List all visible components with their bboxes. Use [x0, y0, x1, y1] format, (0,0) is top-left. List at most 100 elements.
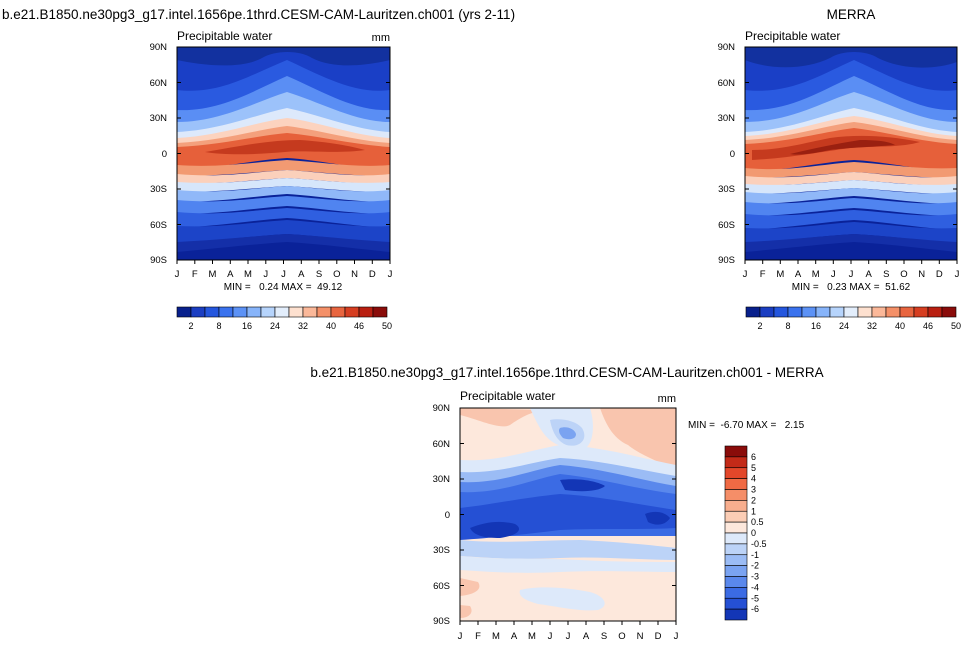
- panel-variable-label: Precipitable water: [745, 29, 840, 43]
- colorbar-label: 6: [751, 452, 756, 462]
- colorbar-label: 32: [298, 321, 308, 331]
- x-tick-label: A: [298, 269, 305, 280]
- y-tick-label: 90S: [150, 255, 167, 266]
- colorbar-label: 1: [751, 506, 756, 516]
- y-tick-label: 30N: [150, 113, 168, 124]
- panel-units-label: mm: [372, 32, 390, 44]
- colorbar-swatch: [843, 306, 859, 318]
- colorbar-swatch: [358, 306, 374, 318]
- panel-difference: b.e21.B1850.ne30pg3_g17.intel.1656pe.1th…: [310, 365, 823, 642]
- y-tick-label: 60S: [718, 220, 735, 231]
- colorbar-label: 16: [242, 321, 252, 331]
- y-tick-label: 60N: [433, 439, 451, 450]
- colorbar-swatch: [899, 306, 915, 318]
- heatmap-field: [745, 47, 957, 260]
- colorbar-swatch: [724, 576, 748, 588]
- x-tick-label: J: [743, 269, 748, 280]
- x-tick-label: F: [192, 269, 198, 280]
- x-tick-label: J: [175, 269, 180, 280]
- colorbar-swatch: [232, 306, 248, 318]
- x-tick-label: D: [369, 269, 376, 280]
- colorbar-swatch: [260, 306, 276, 318]
- x-tick-label: A: [583, 631, 590, 642]
- heatmap-field: [460, 408, 676, 621]
- x-tick-label: F: [475, 631, 481, 642]
- x-tick-label: J: [849, 269, 854, 280]
- x-tick-label: N: [637, 631, 644, 642]
- panel-units-label: mm: [658, 393, 676, 405]
- x-tick-label: J: [263, 269, 268, 280]
- x-tick-label: M: [776, 269, 784, 280]
- colorbar-label: 8: [785, 321, 790, 331]
- y-axis: 90N 60N 30N 0 30S 60S 90S: [433, 403, 676, 627]
- colorbar-label: -6: [751, 604, 759, 614]
- x-tick-label: J: [388, 269, 393, 280]
- y-tick-label: 30S: [718, 184, 735, 195]
- heatmap-field: [177, 47, 390, 260]
- colorbar-swatch: [288, 306, 304, 318]
- panel-merra: MERRA Precipitable water: [718, 7, 961, 331]
- colorbar-swatch: [724, 587, 748, 599]
- colorbar-label: -3: [751, 572, 759, 582]
- colorbar-swatch: [871, 306, 887, 318]
- colorbar-swatch: [724, 456, 748, 469]
- colorbar-label: -0.5: [751, 539, 767, 549]
- colorbar-label: -2: [751, 561, 759, 571]
- colorbar-swatch: [246, 306, 262, 318]
- x-tick-label: M: [492, 631, 500, 642]
- colorbar-label: 50: [951, 321, 961, 331]
- x-tick-label: S: [316, 269, 322, 280]
- x-tick-label: D: [655, 631, 662, 642]
- x-tick-label: M: [209, 269, 217, 280]
- colorbar: 2 8 16 24 32 40 46 50: [176, 306, 392, 331]
- colorbar-swatch: [330, 306, 346, 318]
- colorbar-swatch: [724, 554, 748, 566]
- colorbar-label: 32: [867, 321, 877, 331]
- colorbar-swatch: [344, 306, 360, 318]
- colorbar-label: 2: [757, 321, 762, 331]
- colorbar-label: 5: [751, 463, 756, 473]
- panel-title: b.e21.B1850.ne30pg3_g17.intel.1656pe.1th…: [310, 365, 823, 380]
- y-tick-label: 60S: [150, 220, 167, 231]
- x-tick-label: O: [900, 269, 907, 280]
- colorbar-swatch: [724, 489, 748, 501]
- colorbar-swatch: [759, 306, 775, 318]
- x-tick-label: A: [227, 269, 234, 280]
- min-max-stats: MIN = 0.23 MAX = 51.62: [792, 282, 911, 293]
- colorbar-swatch: [724, 467, 748, 479]
- x-tick-label: D: [936, 269, 943, 280]
- colorbar-swatch: [815, 306, 831, 318]
- panel-title: MERRA: [827, 7, 876, 22]
- y-tick-label: 0: [445, 510, 450, 521]
- y-tick-label: 90N: [150, 42, 168, 53]
- min-max-stats: MIN = 0.24 MAX = 49.12: [224, 282, 343, 293]
- y-tick-label: 60S: [433, 581, 450, 592]
- colorbar-label: 3: [751, 485, 756, 495]
- colorbar: 2 8 16 24 32 40 46 50: [745, 306, 961, 331]
- x-tick-label: J: [548, 631, 553, 642]
- colorbar-label: 0: [751, 528, 756, 538]
- x-tick-label: M: [528, 631, 536, 642]
- x-tick-label: J: [458, 631, 463, 642]
- min-max-stats: MIN = -6.70 MAX = 2.15: [688, 420, 805, 431]
- panel-variable-label: Precipitable water: [177, 29, 272, 43]
- colorbar-label: 46: [923, 321, 933, 331]
- colorbar-swatch: [724, 543, 748, 556]
- x-tick-label: J: [674, 631, 679, 642]
- colorbar-swatch: [372, 306, 388, 318]
- x-tick-label: M: [244, 269, 252, 280]
- colorbar-swatch: [274, 306, 290, 318]
- panel-variable-label: Precipitable water: [460, 389, 555, 403]
- y-tick-label: 30S: [150, 184, 167, 195]
- x-tick-label: S: [601, 631, 607, 642]
- colorbar-swatch: [724, 597, 748, 610]
- y-tick-label: 90N: [718, 42, 736, 53]
- y-tick-label: 30S: [433, 545, 450, 556]
- colorbar-swatch: [218, 306, 234, 318]
- x-tick-label: J: [955, 269, 960, 280]
- colorbar-label: 40: [326, 321, 336, 331]
- colorbar-swatch: [724, 478, 748, 490]
- colorbar-swatch: [941, 306, 957, 318]
- colorbar-swatch: [724, 565, 748, 577]
